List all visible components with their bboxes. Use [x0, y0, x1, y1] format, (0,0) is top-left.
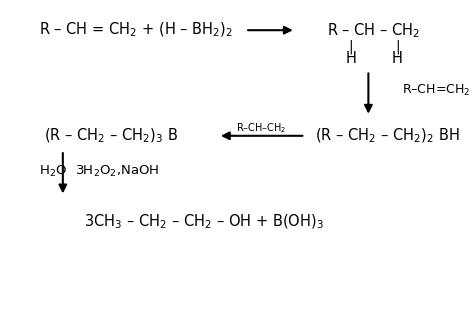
Text: 3H$_2$O$_2$,NaOH: 3H$_2$O$_2$,NaOH: [75, 164, 160, 179]
Text: |: |: [395, 39, 400, 54]
Text: R – CH – CH$_2$: R – CH – CH$_2$: [327, 21, 420, 40]
Text: 3CH$_3$ – CH$_2$ – CH$_2$ – OH + B(OH)$_3$: 3CH$_3$ – CH$_2$ – CH$_2$ – OH + B(OH)$_…: [83, 213, 323, 231]
Text: H$_2$O: H$_2$O: [38, 164, 67, 179]
Text: H: H: [392, 51, 403, 67]
Text: |: |: [348, 39, 353, 54]
Text: R – CH = CH$_2$ + (H – BH$_2$)$_2$: R – CH = CH$_2$ + (H – BH$_2$)$_2$: [38, 21, 233, 39]
Text: (R – CH$_2$ – CH$_2$)$_2$ BH: (R – CH$_2$ – CH$_2$)$_2$ BH: [315, 126, 460, 145]
Text: (R – CH$_2$ – CH$_2$)$_3$ B: (R – CH$_2$ – CH$_2$)$_3$ B: [44, 126, 178, 145]
Text: R–CH=CH$_2$: R–CH=CH$_2$: [402, 83, 471, 98]
Text: H: H: [346, 51, 356, 67]
Text: R–CH–CH$_2$: R–CH–CH$_2$: [237, 121, 287, 135]
